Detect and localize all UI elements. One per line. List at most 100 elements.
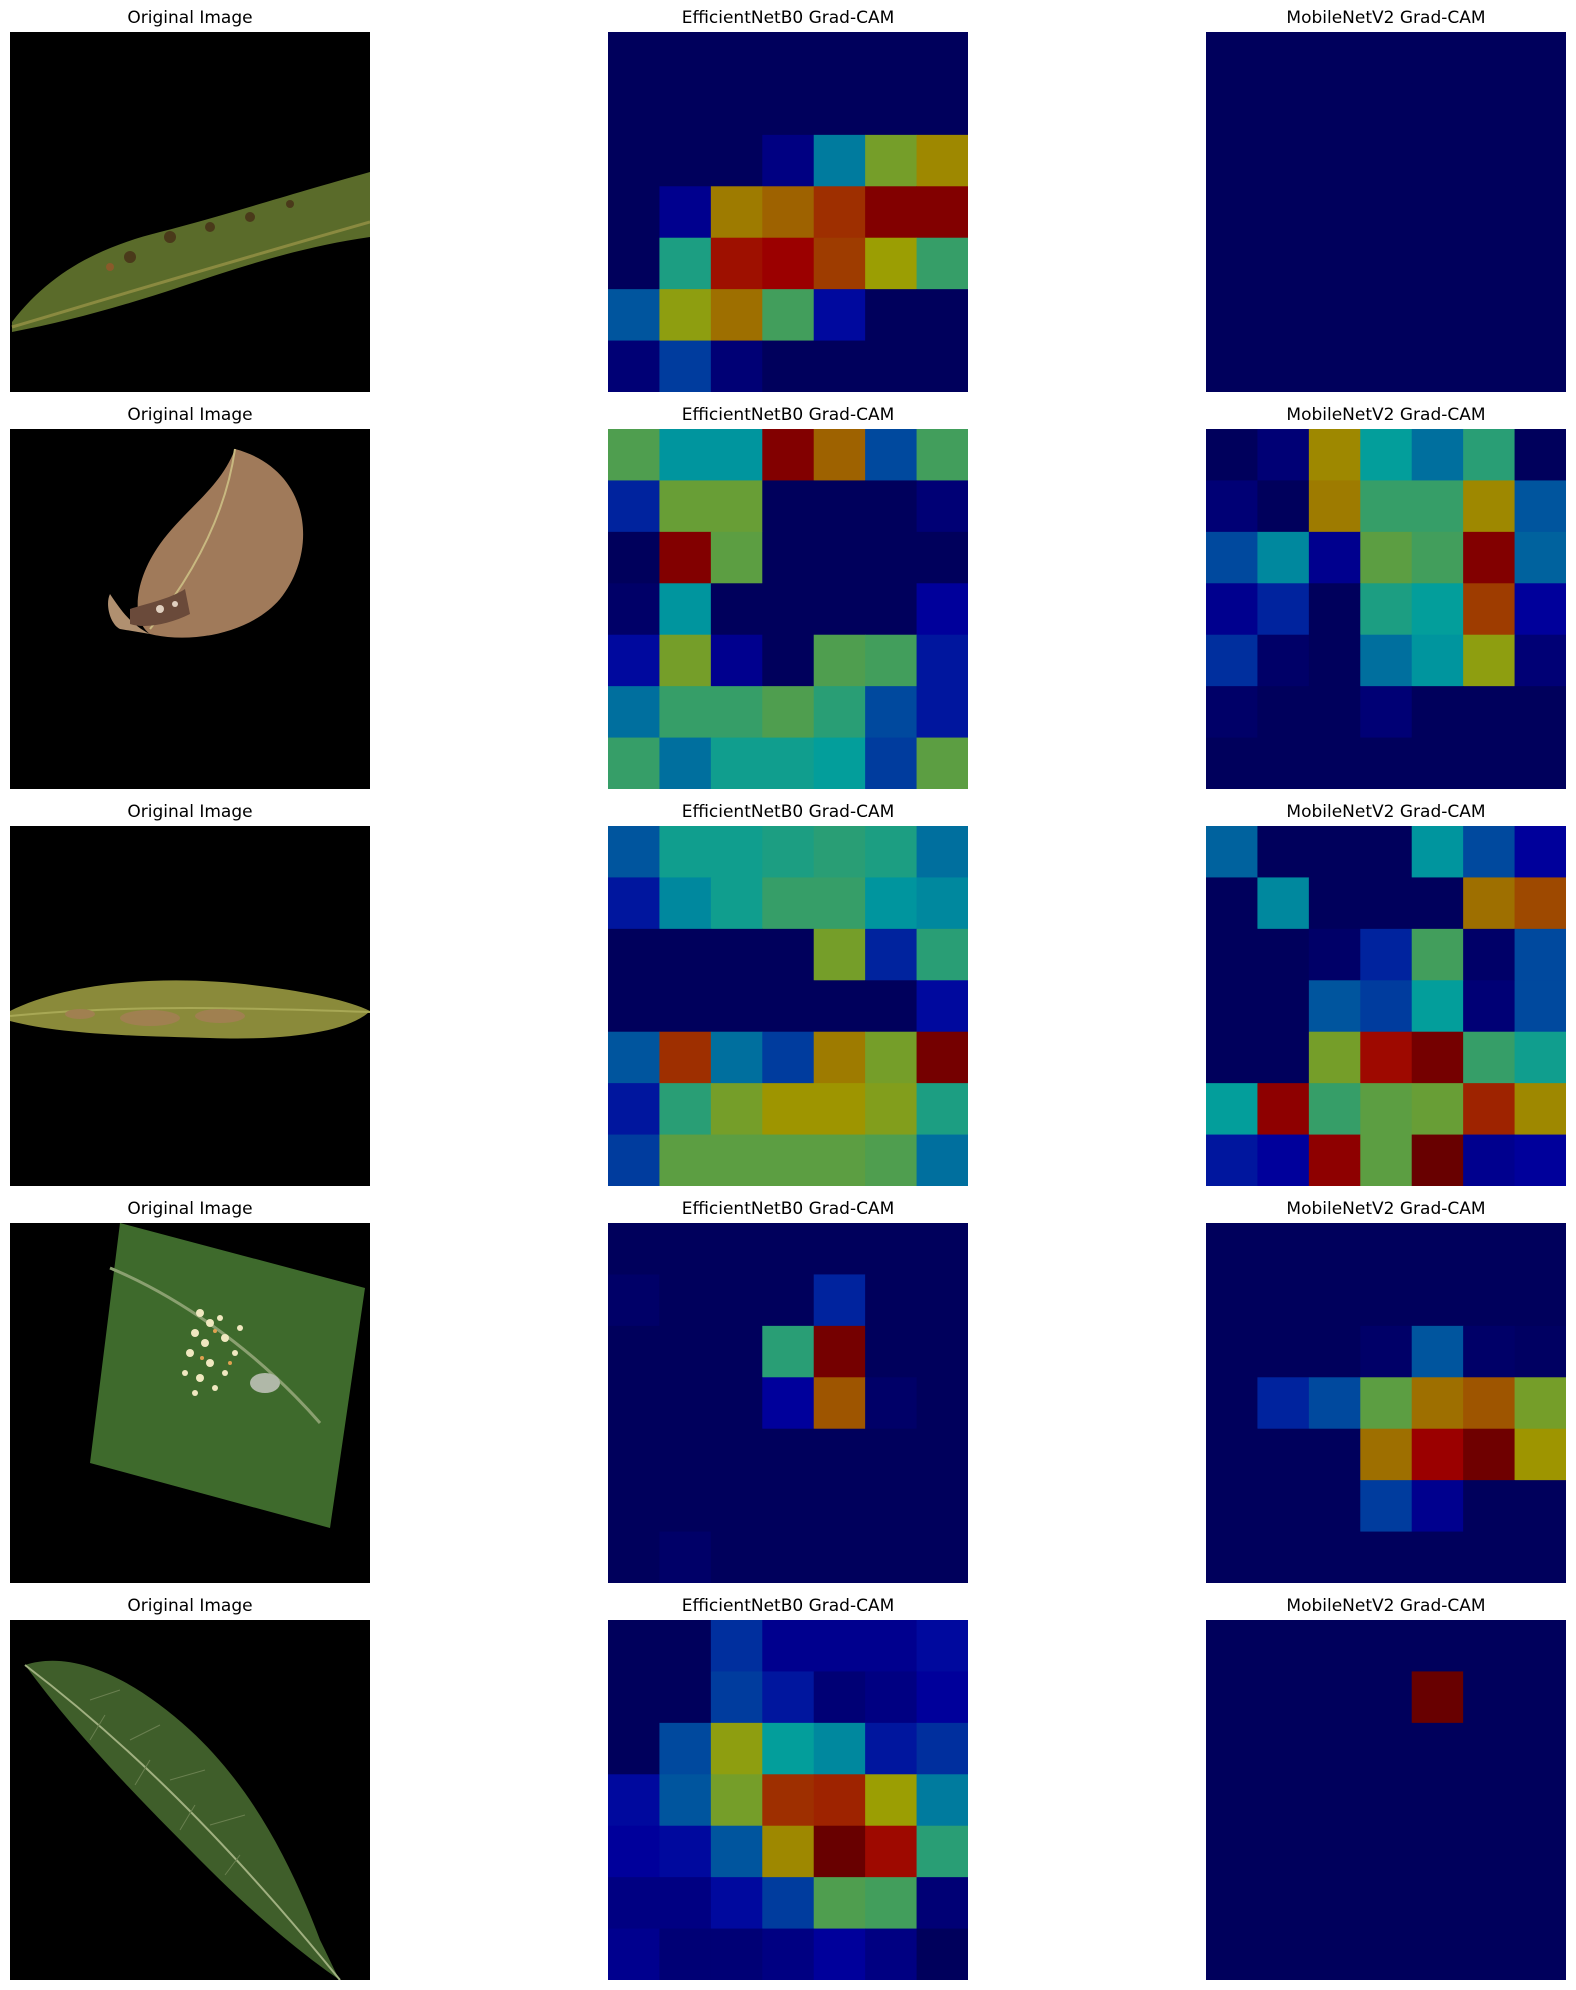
heatmap-cell: [762, 237, 815, 290]
heatmap-cell: [1308, 980, 1361, 1033]
heatmap-cell: [659, 634, 712, 687]
heatmap-cell: [1308, 686, 1361, 739]
heatmap-cell: [762, 1428, 815, 1481]
heatmap-cell: [1411, 1671, 1464, 1724]
heatmap-cell: [1411, 928, 1464, 981]
heatmap-cell: [710, 1774, 763, 1827]
heatmap-cell: [916, 32, 968, 84]
heatmap-cell: [865, 583, 918, 636]
heatmap-cell: [813, 1377, 866, 1430]
heatmap-cell: [608, 1428, 660, 1481]
heatmap-cell: [659, 1774, 712, 1827]
heatmap-cell: [1463, 32, 1516, 84]
heatmap-cell: [813, 289, 866, 342]
heatmap-cell: [608, 877, 660, 930]
heatmap-cell: [762, 1620, 815, 1672]
heatmap-cell: [1206, 877, 1258, 930]
heatmap-cell: [916, 83, 968, 136]
heatmap-cell: [1411, 1825, 1464, 1878]
heatmap-cell: [1463, 1223, 1516, 1275]
heatmap-cell: [1360, 877, 1413, 930]
heatmap-cell: [1360, 1031, 1413, 1084]
heatmap-cell: [608, 1134, 660, 1186]
heatmap-cell: [865, 429, 918, 481]
heatmap-cell: [1463, 583, 1516, 636]
heatmap-cell: [1206, 1031, 1258, 1084]
heatmap-cell: [710, 1877, 763, 1930]
original-image-title: Original Image: [127, 8, 253, 28]
heatmap-cell: [1257, 826, 1310, 878]
heatmap-cell: [1514, 737, 1566, 789]
heatmap-cell: [1411, 980, 1464, 1033]
heatmap-cell: [1257, 237, 1310, 290]
heatmap-cell: [1257, 1223, 1310, 1275]
heatmap-cell: [1514, 134, 1566, 187]
heatmap-cell: [659, 1083, 712, 1136]
heatmap-cell: [1257, 1274, 1310, 1327]
heatmap-cell: [813, 134, 866, 187]
heatmap-cell: [762, 877, 815, 930]
heatmap-cell: [1206, 1620, 1258, 1672]
heatmap-cell: [710, 1825, 763, 1878]
effnet-gradcam-title: EfficientNetB0 Grad-CAM: [681, 1199, 895, 1219]
heatmap-cell: [1308, 1620, 1361, 1672]
heatmap-cell: [1463, 737, 1516, 789]
heatmap-cell: [1360, 583, 1413, 636]
heatmap-cell: [1308, 1825, 1361, 1878]
heatmap-cell: [1206, 1480, 1258, 1533]
heatmap-cell: [865, 1083, 918, 1136]
heatmap-cell: [1411, 289, 1464, 342]
heatmap-cell: [762, 1083, 815, 1136]
heatmap-cell: [608, 928, 660, 981]
heatmap-cell: [813, 1671, 866, 1724]
heatmap-cell: [659, 1031, 712, 1084]
heatmap-cell: [865, 32, 918, 84]
heatmap-cell: [1257, 1083, 1310, 1136]
heatmap-cell: [1206, 83, 1258, 136]
heatmap-cell: [1206, 1223, 1258, 1275]
heatmap-cell: [762, 634, 815, 687]
heatmap-cell: [659, 1377, 712, 1430]
heatmap-cell: [865, 877, 918, 930]
heatmap-cell: [1463, 186, 1516, 239]
heatmap-cell: [916, 928, 968, 981]
heatmap-cell: [608, 531, 660, 584]
original-image-title: Original Image: [127, 1596, 253, 1616]
heatmap-cell: [1257, 1134, 1310, 1186]
heatmap-cell: [710, 1671, 763, 1724]
heatmap-cell: [1463, 826, 1516, 878]
heatmap-cell: [659, 737, 712, 789]
heatmap-cell: [1360, 289, 1413, 342]
heatmap-cell: [1514, 826, 1566, 878]
heatmap-cell: [1308, 1531, 1361, 1583]
mobilenet-gradcam-heatmap: [1206, 1620, 1566, 1980]
heatmap-cell: [1308, 1877, 1361, 1930]
heatmap-cell: [1308, 186, 1361, 239]
heatmap-cell: [865, 928, 918, 981]
original-image-title: Original Image: [127, 1199, 253, 1219]
heatmap-cell: [916, 237, 968, 290]
heatmap-cell: [1206, 289, 1258, 342]
heatmap-cell: [1257, 1825, 1310, 1878]
heatmap-cell: [1308, 1722, 1361, 1775]
heatmap-cell: [710, 1428, 763, 1481]
mobilenet-gradcam-title: MobileNetV2 Grad-CAM: [1286, 405, 1486, 425]
heatmap-cell: [1411, 826, 1464, 878]
mobilenet-gradcam-title: MobileNetV2 Grad-CAM: [1286, 8, 1486, 28]
heatmap-cell: [1411, 1620, 1464, 1672]
heatmap-cell: [813, 1825, 866, 1878]
heatmap-cell: [813, 737, 866, 789]
original-leaf-image: [10, 429, 370, 789]
heatmap-cell: [1514, 1671, 1566, 1724]
heatmap-cell: [762, 1031, 815, 1084]
heatmap-cell: [762, 826, 815, 878]
heatmap-cell: [659, 1928, 712, 1980]
heatmap-cell: [916, 1774, 968, 1827]
heatmap-cell: [1308, 737, 1361, 789]
heatmap-cell: [813, 686, 866, 739]
heatmap-cell: [1514, 340, 1566, 392]
original-leaf-image: [10, 826, 370, 1186]
effnet-gradcam-title: EfficientNetB0 Grad-CAM: [681, 1596, 895, 1616]
heatmap-cell: [659, 1825, 712, 1878]
heatmap-cell: [916, 1722, 968, 1775]
